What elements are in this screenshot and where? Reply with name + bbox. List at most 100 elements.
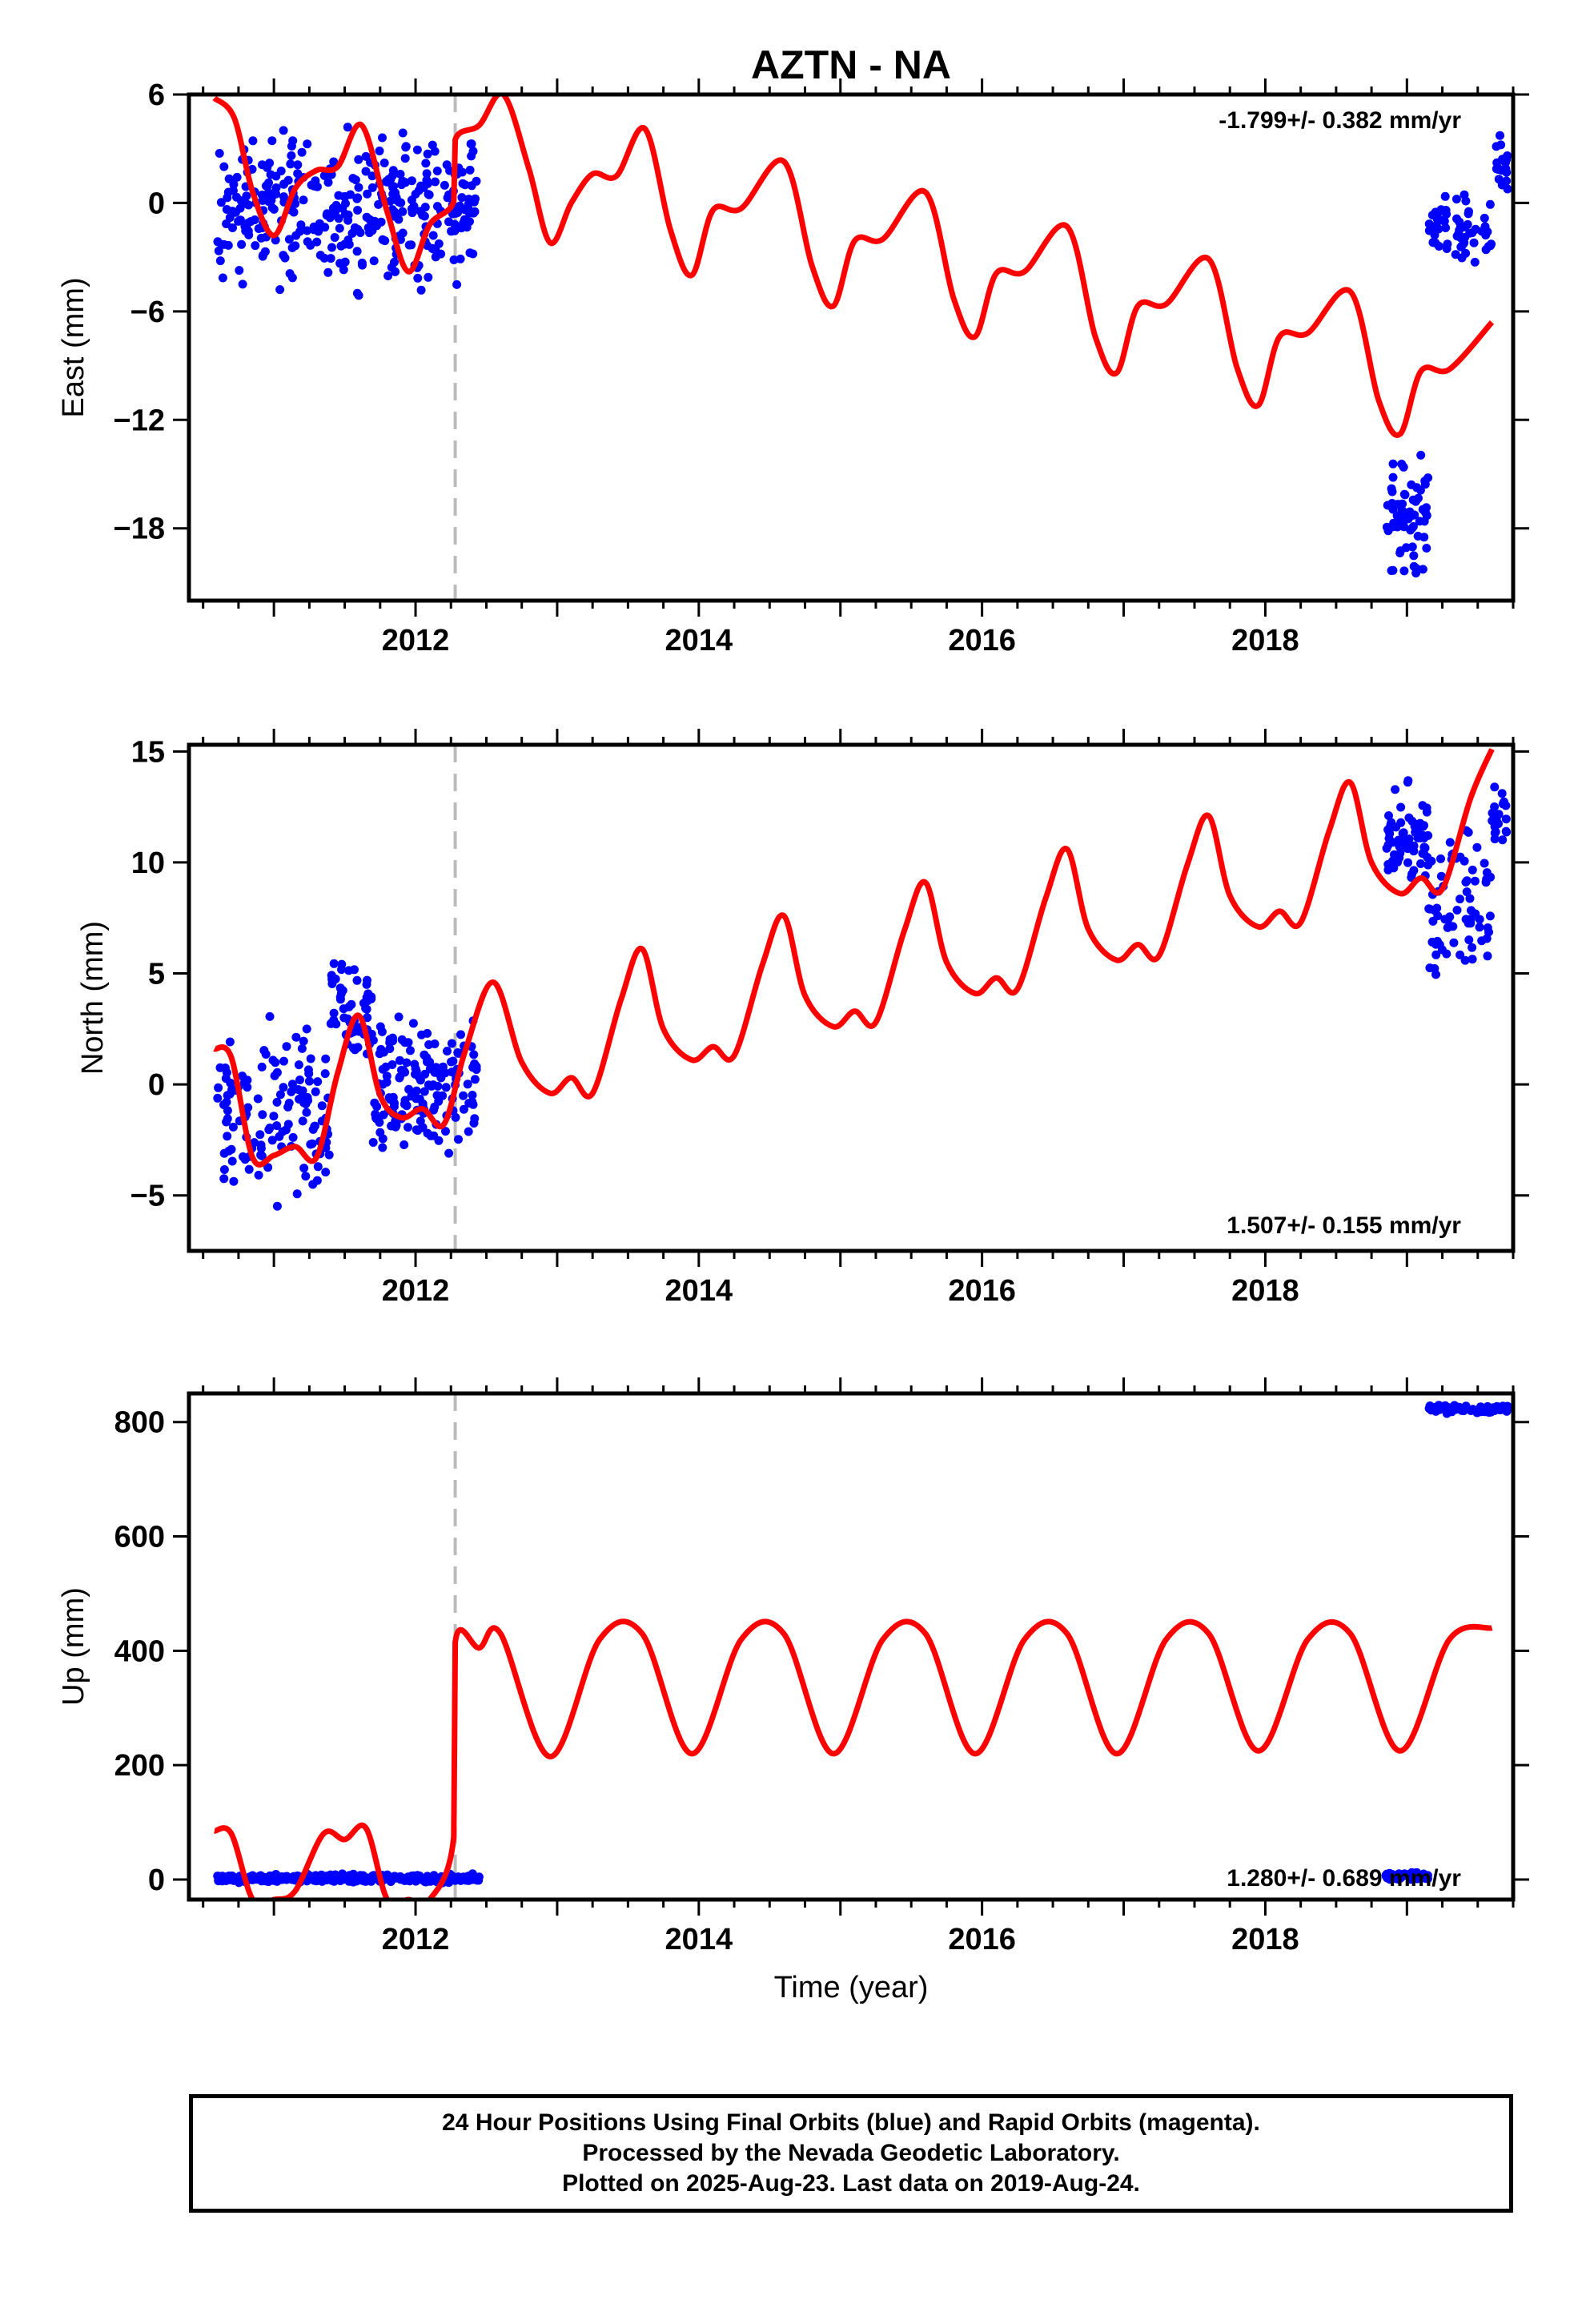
east-data-point bbox=[431, 252, 440, 262]
north-data-point bbox=[1501, 801, 1511, 810]
east-data-point bbox=[279, 192, 288, 202]
east-data-point bbox=[303, 237, 312, 247]
north-data-point bbox=[317, 1101, 327, 1111]
east-data-point bbox=[424, 272, 433, 282]
north-data-point bbox=[1428, 916, 1438, 926]
north-data-point bbox=[1468, 865, 1477, 875]
north-x-tick-label: 2018 bbox=[1231, 1274, 1299, 1308]
north-data-point bbox=[225, 1037, 235, 1047]
east-data-point bbox=[376, 217, 386, 227]
east-data-point bbox=[312, 237, 322, 247]
east-data-point bbox=[1501, 158, 1511, 167]
north-data-point bbox=[264, 1125, 274, 1135]
east-data-point bbox=[339, 239, 349, 249]
north-data-point bbox=[304, 1069, 314, 1079]
east-data-point bbox=[457, 193, 467, 203]
east-data-point bbox=[1388, 565, 1398, 575]
north-data-point bbox=[301, 1172, 311, 1181]
north-model-line bbox=[213, 748, 1495, 1168]
up-panel: 2012 2014 2016 2018 800 600 400 200 0 Up (mm) 1.28… bbox=[57, 1377, 1529, 2004]
north-data-point bbox=[382, 1072, 391, 1081]
north-data-point bbox=[299, 1036, 308, 1046]
north-data-point bbox=[1483, 951, 1492, 961]
north-data-point bbox=[294, 1085, 303, 1094]
east-data-point bbox=[248, 136, 258, 146]
east-data-point bbox=[418, 211, 428, 220]
up-data-point bbox=[316, 1872, 326, 1881]
north-data-point bbox=[256, 1140, 266, 1150]
east-data-point bbox=[365, 228, 374, 238]
east-data-point bbox=[330, 233, 339, 242]
east-data-point bbox=[1461, 248, 1471, 258]
north-data-point bbox=[222, 1117, 231, 1127]
north-data-point bbox=[1482, 868, 1492, 878]
up-data-point bbox=[426, 1874, 436, 1883]
east-data-point bbox=[447, 227, 456, 236]
up-data-point bbox=[1452, 1402, 1462, 1412]
up-data-point bbox=[1388, 1872, 1398, 1881]
north-data-point bbox=[270, 1071, 279, 1080]
north-data-point bbox=[308, 1180, 318, 1189]
north-data-point bbox=[287, 1080, 297, 1089]
east-data-point bbox=[465, 248, 475, 258]
north-data-point bbox=[1464, 919, 1473, 928]
east-data-point bbox=[1434, 224, 1443, 234]
north-data-point bbox=[223, 1106, 232, 1116]
panels: 2012 2014 2016 2018 6 0 −6 −12 −18 East (mm) -1.79… bbox=[57, 78, 1529, 2004]
east-data-point bbox=[398, 228, 408, 238]
north-data-point bbox=[385, 1038, 395, 1047]
north-data-point bbox=[1460, 955, 1470, 965]
north-data-point bbox=[459, 1091, 468, 1100]
north-data-point bbox=[301, 1100, 311, 1108]
up-data-point bbox=[1459, 1406, 1468, 1416]
east-data-point bbox=[320, 223, 330, 232]
east-data-point bbox=[352, 247, 362, 256]
north-data-point bbox=[1480, 858, 1489, 868]
up-y-tick-label: 800 bbox=[114, 1406, 165, 1440]
east-data-point bbox=[1422, 544, 1431, 553]
east-data-point bbox=[1440, 191, 1450, 201]
north-data-point bbox=[394, 1012, 404, 1022]
east-data-point bbox=[258, 251, 267, 261]
north-data-point bbox=[253, 1094, 263, 1104]
north-data-point bbox=[288, 1132, 298, 1142]
up-y-tick-label: 400 bbox=[114, 1634, 165, 1668]
north-data-point bbox=[1488, 808, 1497, 818]
north-data-point bbox=[240, 1155, 250, 1164]
east-data-point bbox=[1395, 549, 1405, 557]
north-data-point bbox=[406, 1046, 415, 1055]
east-data-point bbox=[1456, 242, 1466, 251]
up-data-point bbox=[445, 1874, 455, 1884]
north-data-point bbox=[302, 1024, 311, 1034]
north-data-point bbox=[272, 1121, 282, 1131]
east-data-point bbox=[1418, 565, 1427, 574]
north-data-point bbox=[1390, 850, 1399, 859]
north-data-point bbox=[222, 1097, 231, 1107]
east-data-point bbox=[329, 157, 339, 167]
east-data-point bbox=[326, 254, 335, 263]
east-data-point bbox=[378, 235, 387, 244]
north-data-point bbox=[1385, 829, 1395, 838]
east-data-point bbox=[361, 151, 371, 161]
north-x-tick-label: 2014 bbox=[665, 1274, 733, 1308]
east-data-point bbox=[1496, 131, 1504, 140]
east-data-point bbox=[285, 269, 295, 279]
north-data-point bbox=[368, 1138, 378, 1147]
north-data-point bbox=[362, 979, 371, 989]
north-data-point bbox=[395, 1072, 404, 1082]
east-data-point bbox=[421, 159, 431, 168]
east-data-point bbox=[279, 126, 288, 135]
east-data-point bbox=[256, 233, 266, 243]
east-data-point bbox=[440, 180, 449, 190]
north-data-point bbox=[1448, 922, 1458, 931]
north-data-point bbox=[1440, 915, 1450, 924]
figure-title: AZTN - NA bbox=[751, 42, 951, 87]
east-data-point bbox=[244, 230, 254, 239]
east-data-point bbox=[291, 241, 300, 251]
east-data-point bbox=[1434, 242, 1443, 251]
east-data-point bbox=[228, 186, 238, 195]
north-data-point bbox=[298, 1091, 307, 1100]
north-data-point bbox=[258, 1110, 267, 1120]
east-x-tick-label: 2012 bbox=[382, 624, 450, 657]
north-data-point bbox=[283, 1102, 293, 1112]
